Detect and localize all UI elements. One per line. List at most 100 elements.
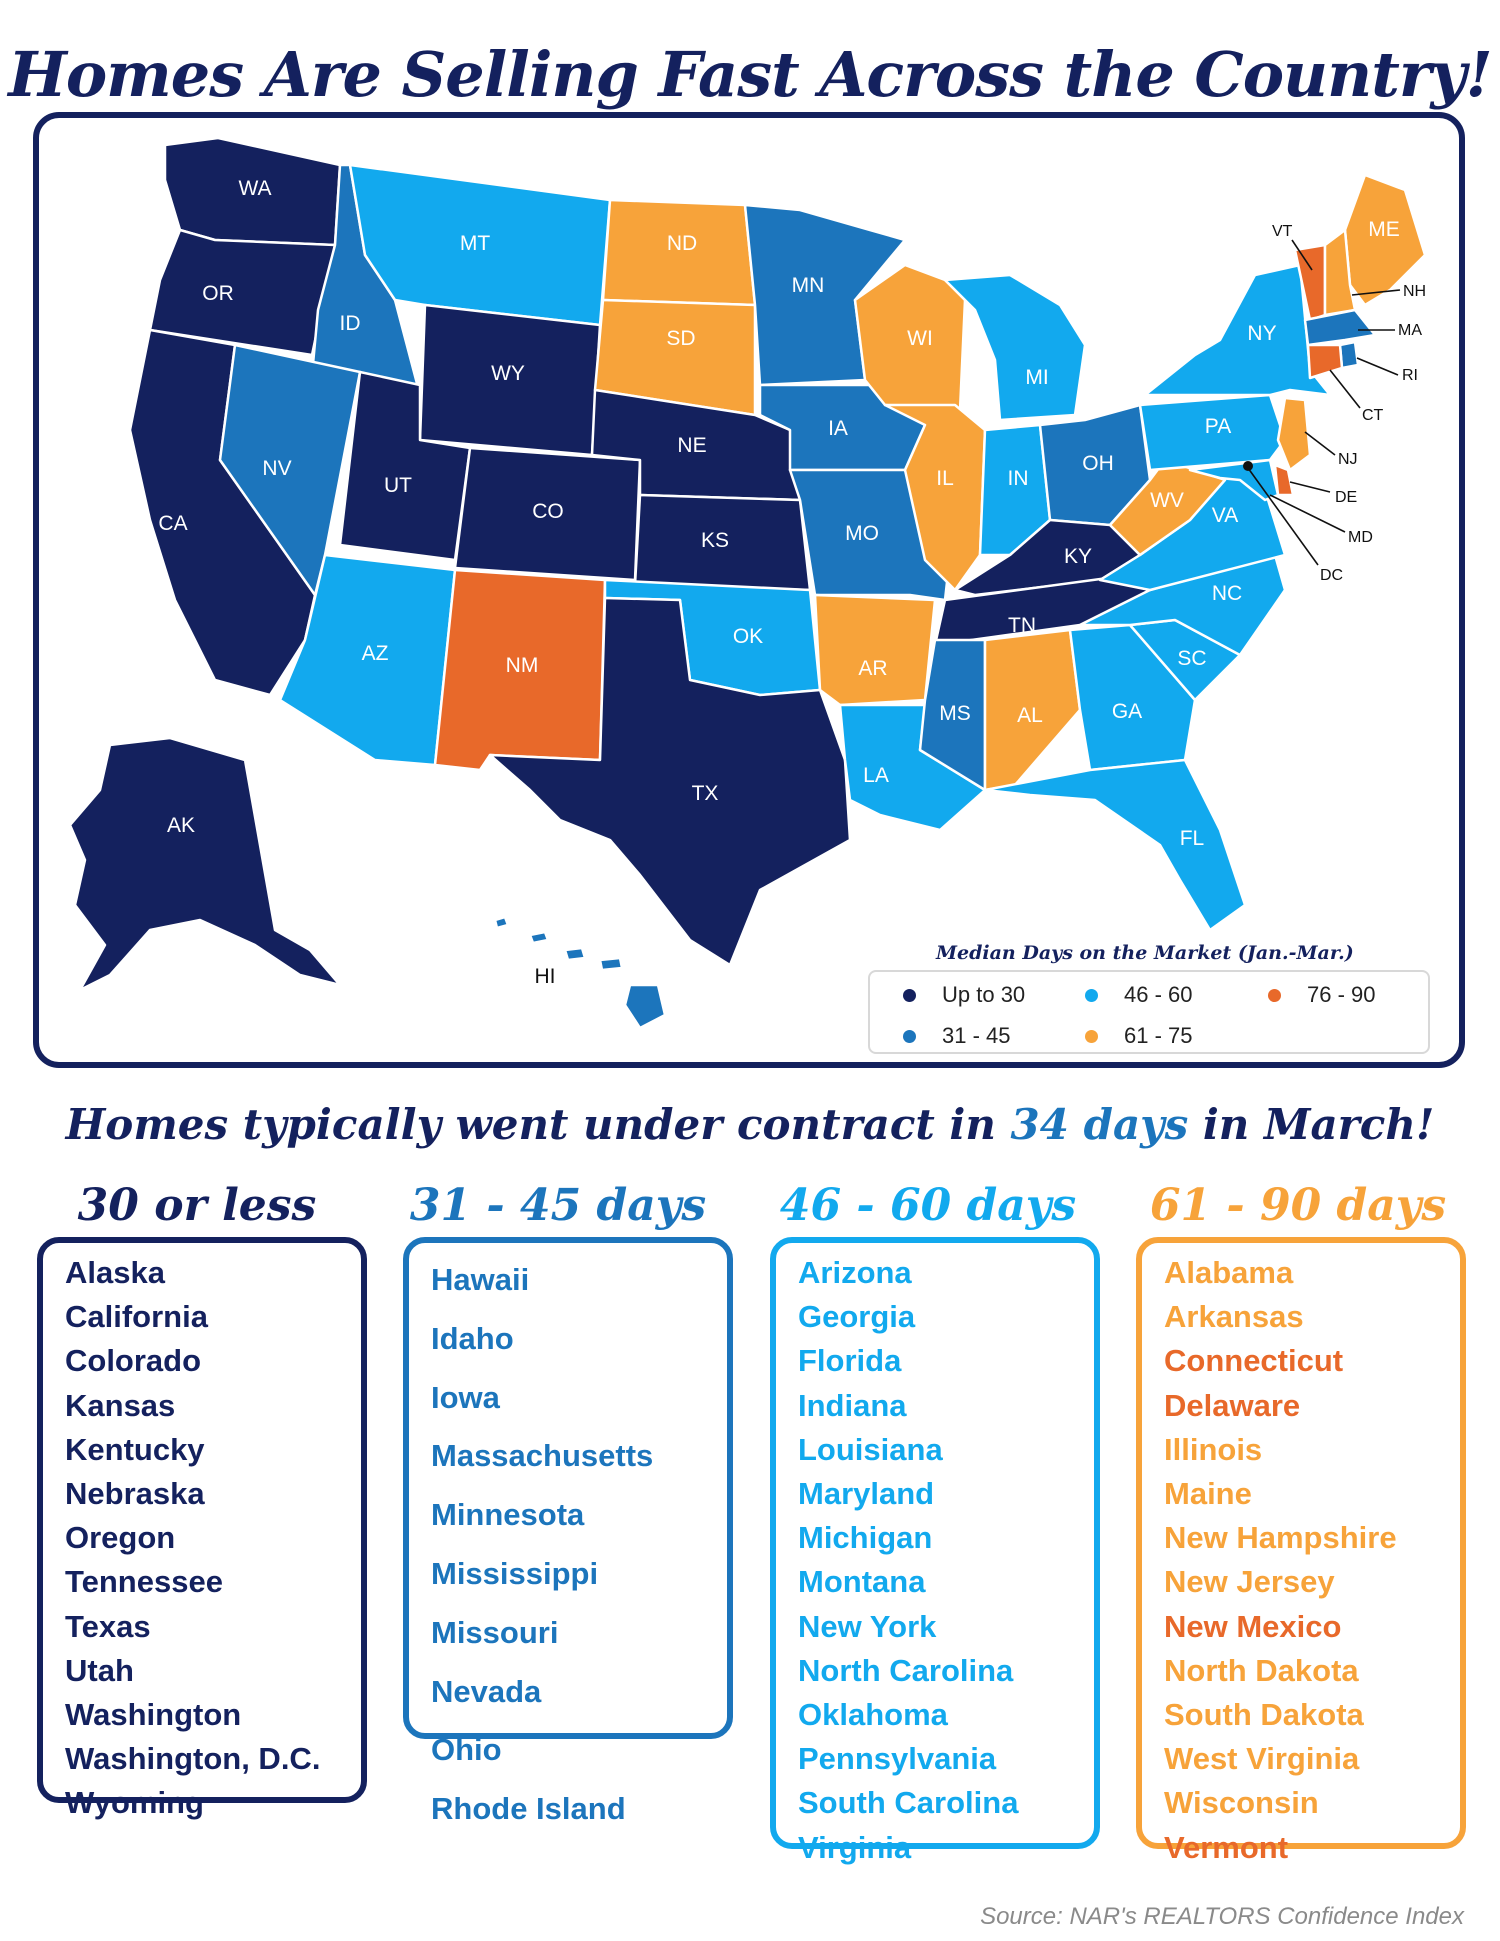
list-item: Hawaii [431, 1262, 530, 1297]
state-MI [943, 273, 1087, 422]
list-item: Georgia [798, 1299, 916, 1335]
list-item: New Mexico [1164, 1608, 1342, 1644]
subtitle-highlight: 34 days [1010, 1100, 1189, 1149]
state-NH [1323, 228, 1357, 317]
state-MD [1188, 458, 1280, 502]
legend-swatch [903, 988, 916, 1002]
list-item: Illinois [1164, 1431, 1263, 1467]
label-TX: TX [692, 782, 719, 805]
state-TX [488, 596, 852, 967]
label-ND: ND [667, 232, 697, 255]
state-NY [1143, 263, 1332, 397]
label-GA: GA [1112, 700, 1142, 723]
state-MA [1303, 308, 1377, 347]
list-item: Colorado [65, 1343, 202, 1379]
label-WY: WY [491, 362, 525, 385]
list-item: Wyoming [65, 1785, 204, 1821]
column-box-46-60: Arizona Georgia Florida Indiana Louisiana Mar… [770, 1237, 1100, 1865]
label-NE: NE [677, 434, 706, 457]
label-NC: NC [1212, 582, 1242, 605]
label-IN: IN [1008, 467, 1029, 490]
label-MT: MT [460, 232, 490, 255]
list-item: Alabama [1164, 1255, 1294, 1290]
label-OK: OK [733, 625, 763, 648]
column-box-61-90: Alabama Arkansas Connecticut Delaware Illino… [1136, 1237, 1466, 1865]
legend-item-76-90: 76 - 90 [1268, 982, 1376, 1008]
list-item: Washington, D.C. [65, 1741, 321, 1777]
callout-leaders [1247, 239, 1401, 566]
list-item: Minnesota [431, 1497, 585, 1533]
legend-swatch [1085, 988, 1098, 1002]
label-KS: KS [701, 529, 729, 552]
label-NM: NM [506, 654, 539, 677]
list-item: Vermont [1164, 1829, 1289, 1865]
label-DC: DC [1320, 567, 1343, 584]
list-item: Tennessee [65, 1564, 223, 1600]
label-VA: VA [1212, 504, 1238, 527]
label-NV: NV [262, 457, 291, 480]
legend-label: 46 - 60 [1124, 982, 1193, 1007]
legend-swatch [1085, 1029, 1098, 1043]
list-item: Delaware [1164, 1387, 1301, 1423]
legend-swatch [1268, 988, 1281, 1002]
column-heading-46-60: 46 - 60 days [779, 1180, 1077, 1231]
label-MO: MO [845, 522, 879, 545]
list-item: Louisiana [798, 1431, 943, 1467]
list-item: New York [798, 1608, 937, 1644]
list-item: Washington [65, 1697, 242, 1733]
label-ME: ME [1368, 218, 1400, 241]
list-item: Idaho [431, 1320, 514, 1356]
page-title: Homes Are Selling Fast Across the Countr… [8, 38, 1493, 111]
label-IL: IL [936, 467, 954, 490]
legend-item-46-60: 46 - 60 [1085, 982, 1193, 1008]
label-RI: RI [1402, 367, 1418, 384]
label-PA: PA [1205, 415, 1231, 438]
label-AL: AL [1017, 704, 1043, 727]
label-LA: LA [863, 764, 889, 787]
label-UT: UT [384, 474, 412, 497]
label-OR: OR [202, 282, 234, 305]
list-item: Connecticut [1164, 1343, 1344, 1379]
state-WI [853, 263, 967, 412]
column-box-30-or-less: Alaska California Colorado Kansas Kentucky Ne… [37, 1237, 367, 1820]
list-item: Alaska [65, 1255, 165, 1290]
label-AZ: AZ [362, 642, 389, 665]
list-item: Ohio [431, 1732, 502, 1768]
label-NY: NY [1247, 322, 1276, 345]
column-heading-61-90: 61 - 90 days [1149, 1180, 1447, 1231]
legend-title: Median Days on the Market (Jan.-Mar.) [932, 942, 1358, 964]
label-DE: DE [1335, 489, 1357, 506]
list-item: New Jersey [1164, 1564, 1335, 1600]
label-IA: IA [828, 417, 848, 440]
column-box-31-45: Hawaii Idaho Iowa Massachusetts Minnesota Mis… [403, 1237, 733, 1826]
list-item: Arkansas [1164, 1299, 1304, 1335]
list-item: Kentucky [65, 1431, 205, 1467]
list-item: Kansas [65, 1387, 176, 1423]
list-item: Nevada [431, 1673, 542, 1709]
list-item: Nebraska [65, 1476, 205, 1512]
label-TN: TN [1008, 614, 1036, 637]
label-HI: HI [535, 965, 556, 988]
label-NH: NH [1403, 283, 1426, 300]
state-NJ [1276, 396, 1312, 472]
dc-marker [1243, 461, 1253, 471]
label-KY: KY [1064, 545, 1092, 568]
label-SD: SD [666, 327, 695, 350]
state-HI [493, 915, 667, 1030]
state-OR [148, 228, 337, 357]
column-heading-30-or-less: 30 or less [77, 1180, 317, 1231]
list-item: Maine [1164, 1476, 1252, 1512]
state-list: Arizona Georgia Florida Indiana Louisiana Mar… [798, 1251, 1018, 1870]
subtitle: Homes typically went under contract in 3… [0, 1100, 1500, 1149]
list-item: Wisconsin [1164, 1785, 1319, 1821]
callout-labels: VT NH MA RI CT NJ DE MD DC [1272, 223, 1426, 584]
list-item: Mississippi [431, 1555, 599, 1591]
label-SC: SC [1177, 647, 1206, 670]
label-NJ: NJ [1338, 451, 1358, 468]
legend-label: Up to 30 [942, 982, 1026, 1007]
list-item: Massachusetts [431, 1438, 654, 1474]
label-MA: MA [1398, 322, 1422, 339]
state-FL [983, 758, 1247, 932]
list-item: Florida [798, 1343, 902, 1379]
list-item: Texas [65, 1608, 151, 1644]
